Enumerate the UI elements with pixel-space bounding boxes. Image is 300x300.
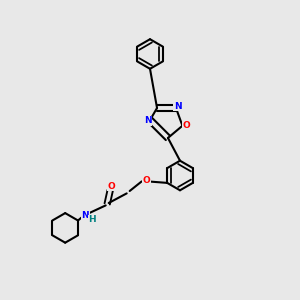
Text: N: N [82,212,89,220]
Text: H: H [88,215,96,224]
Text: O: O [142,176,150,185]
Text: N: N [144,116,152,125]
Text: O: O [108,182,116,191]
Text: N: N [174,102,181,111]
Text: O: O [182,121,190,130]
